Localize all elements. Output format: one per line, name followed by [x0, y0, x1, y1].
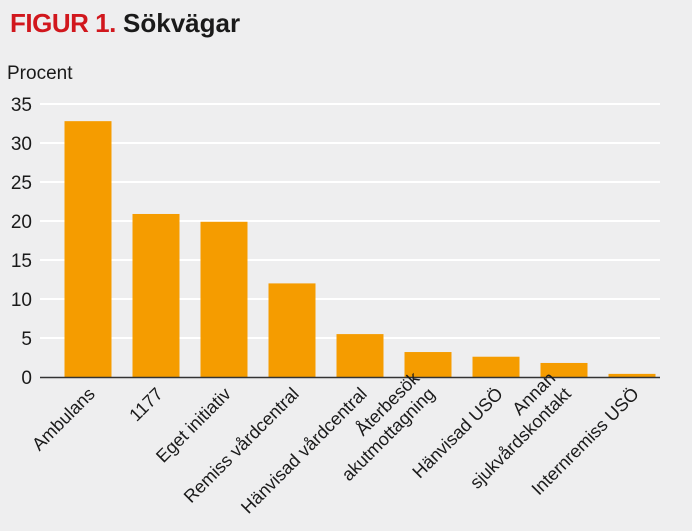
y-tick-label: 0	[21, 368, 32, 389]
bar	[608, 373, 656, 377]
y-tick-labels: 0 5 10 15 20 25 30 35	[11, 95, 32, 389]
bar	[268, 283, 316, 377]
y-tick-label: 10	[11, 290, 32, 311]
figure-label: FIGUR 1.	[10, 8, 116, 38]
bar	[132, 213, 180, 377]
bars	[64, 121, 656, 377]
bar	[200, 221, 248, 377]
bar	[64, 121, 112, 377]
y-tick-label: 5	[21, 329, 32, 350]
bar	[472, 356, 520, 377]
figure-name: Sökvägar	[123, 8, 241, 38]
x-tick-label: Ambulans	[28, 384, 99, 455]
bar	[336, 334, 384, 377]
x-tick-label: Hänvisad vårdcentral	[237, 384, 371, 518]
y-tick-label: 25	[11, 173, 32, 194]
bar	[540, 362, 588, 377]
figure-title: FIGUR 1. Sökvägar	[10, 8, 240, 39]
y-tick-label: 30	[11, 134, 32, 155]
x-tick-label: 1177	[125, 384, 167, 426]
y-axis-label: Procent	[7, 63, 73, 84]
bar	[404, 352, 452, 377]
y-tick-label: 35	[11, 95, 32, 116]
x-tick-label: Remiss vårdcentral	[180, 384, 303, 507]
y-tick-label: 15	[11, 251, 32, 272]
y-tick-label: 20	[11, 212, 32, 233]
